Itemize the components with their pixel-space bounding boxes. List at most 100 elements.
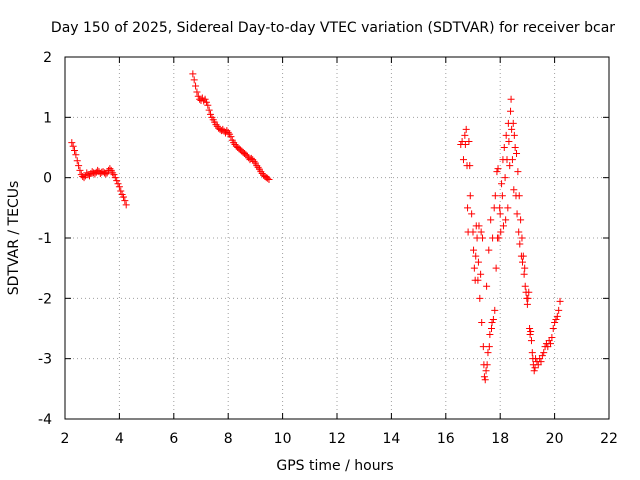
data-point: [506, 162, 514, 170]
data-point: [553, 312, 561, 320]
x-tick-label: 4: [115, 431, 124, 447]
data-point: [551, 318, 559, 326]
data-point: [189, 70, 197, 78]
data-point: [482, 367, 490, 375]
data-point: [518, 234, 526, 242]
x-tick-label: 2: [61, 431, 70, 447]
data-point: [556, 297, 564, 305]
y-tick-label: -1: [38, 231, 52, 247]
y-axis-label: SDTVAR / TECUs: [6, 181, 22, 296]
data-point: [106, 165, 114, 173]
data-point: [489, 315, 497, 323]
data-point: [109, 169, 117, 177]
data-point: [73, 157, 81, 165]
data-point: [219, 125, 227, 133]
y-tick-label: -2: [38, 291, 52, 307]
data-point: [507, 95, 515, 103]
data-point: [498, 180, 506, 188]
data-point: [110, 171, 118, 179]
data-point: [527, 337, 535, 345]
x-tick-label: 18: [491, 431, 509, 447]
data-point: [475, 222, 483, 230]
data-point: [502, 216, 510, 224]
data-point: [492, 264, 500, 272]
data-point: [528, 349, 536, 357]
data-point: [193, 88, 201, 96]
plot-frame: [64, 56, 610, 420]
data-point: [505, 137, 513, 145]
data-point: [514, 168, 522, 176]
data-point: [483, 361, 491, 369]
data-point: [521, 282, 529, 290]
data-point: [552, 315, 560, 323]
y-tick-label: -3: [38, 352, 52, 368]
data-point: [227, 133, 235, 141]
x-axis-label: GPS time / hours: [276, 458, 393, 474]
data-point: [507, 107, 515, 115]
data-point: [207, 110, 215, 118]
data-point: [68, 139, 76, 147]
data-point: [253, 162, 261, 170]
data-point: [524, 294, 532, 302]
x-tick-label: 20: [546, 431, 564, 447]
data-point: [485, 246, 493, 254]
data-point: [495, 234, 503, 242]
data-point: [466, 162, 474, 170]
grid-layer: [65, 57, 609, 419]
data-point: [494, 165, 502, 173]
data-point: [192, 82, 200, 90]
data-point: [547, 340, 555, 348]
data-point: [201, 95, 209, 103]
data-point: [538, 352, 546, 360]
data-point: [190, 76, 198, 84]
data-point: [555, 306, 563, 314]
data-point: [481, 376, 489, 384]
data-point: [474, 276, 482, 284]
data-point: [477, 228, 485, 236]
x-tick-label: 10: [274, 431, 292, 447]
data-point: [265, 175, 273, 183]
data-point: [493, 168, 501, 176]
x-tick-label: 14: [382, 431, 400, 447]
data-point: [204, 101, 212, 109]
data-point: [470, 264, 478, 272]
data-point: [254, 163, 262, 171]
data-point: [71, 147, 79, 155]
data-point: [212, 121, 220, 129]
data-point: [496, 210, 504, 218]
data-points: [68, 70, 564, 384]
data-point: [91, 170, 99, 178]
data-point: [530, 367, 538, 375]
data-point: [223, 127, 231, 135]
data-point: [459, 156, 467, 164]
data-point: [517, 216, 525, 224]
y-tick-label: 0: [43, 171, 52, 187]
data-point: [114, 180, 122, 188]
data-point: [249, 156, 257, 164]
data-point: [526, 331, 534, 339]
data-point: [465, 137, 473, 145]
data-point: [230, 139, 238, 147]
data-point: [117, 187, 125, 195]
data-point: [466, 192, 474, 200]
data-point: [479, 343, 487, 351]
data-point: [75, 162, 83, 170]
data-point: [479, 234, 487, 242]
data-point: [508, 125, 516, 133]
data-point: [119, 193, 127, 201]
data-point: [205, 106, 213, 114]
data-point: [250, 157, 258, 165]
data-point: [468, 210, 476, 218]
data-point: [516, 240, 524, 248]
data-point: [264, 174, 272, 182]
data-point: [115, 183, 123, 191]
data-point: [464, 204, 472, 212]
x-tick-label: 12: [328, 431, 346, 447]
data-point: [519, 258, 527, 266]
data-point: [548, 334, 556, 342]
data-point: [462, 125, 470, 133]
data-point: [520, 270, 528, 278]
x-tick-label: 16: [437, 431, 455, 447]
x-tick-label: 22: [600, 431, 618, 447]
